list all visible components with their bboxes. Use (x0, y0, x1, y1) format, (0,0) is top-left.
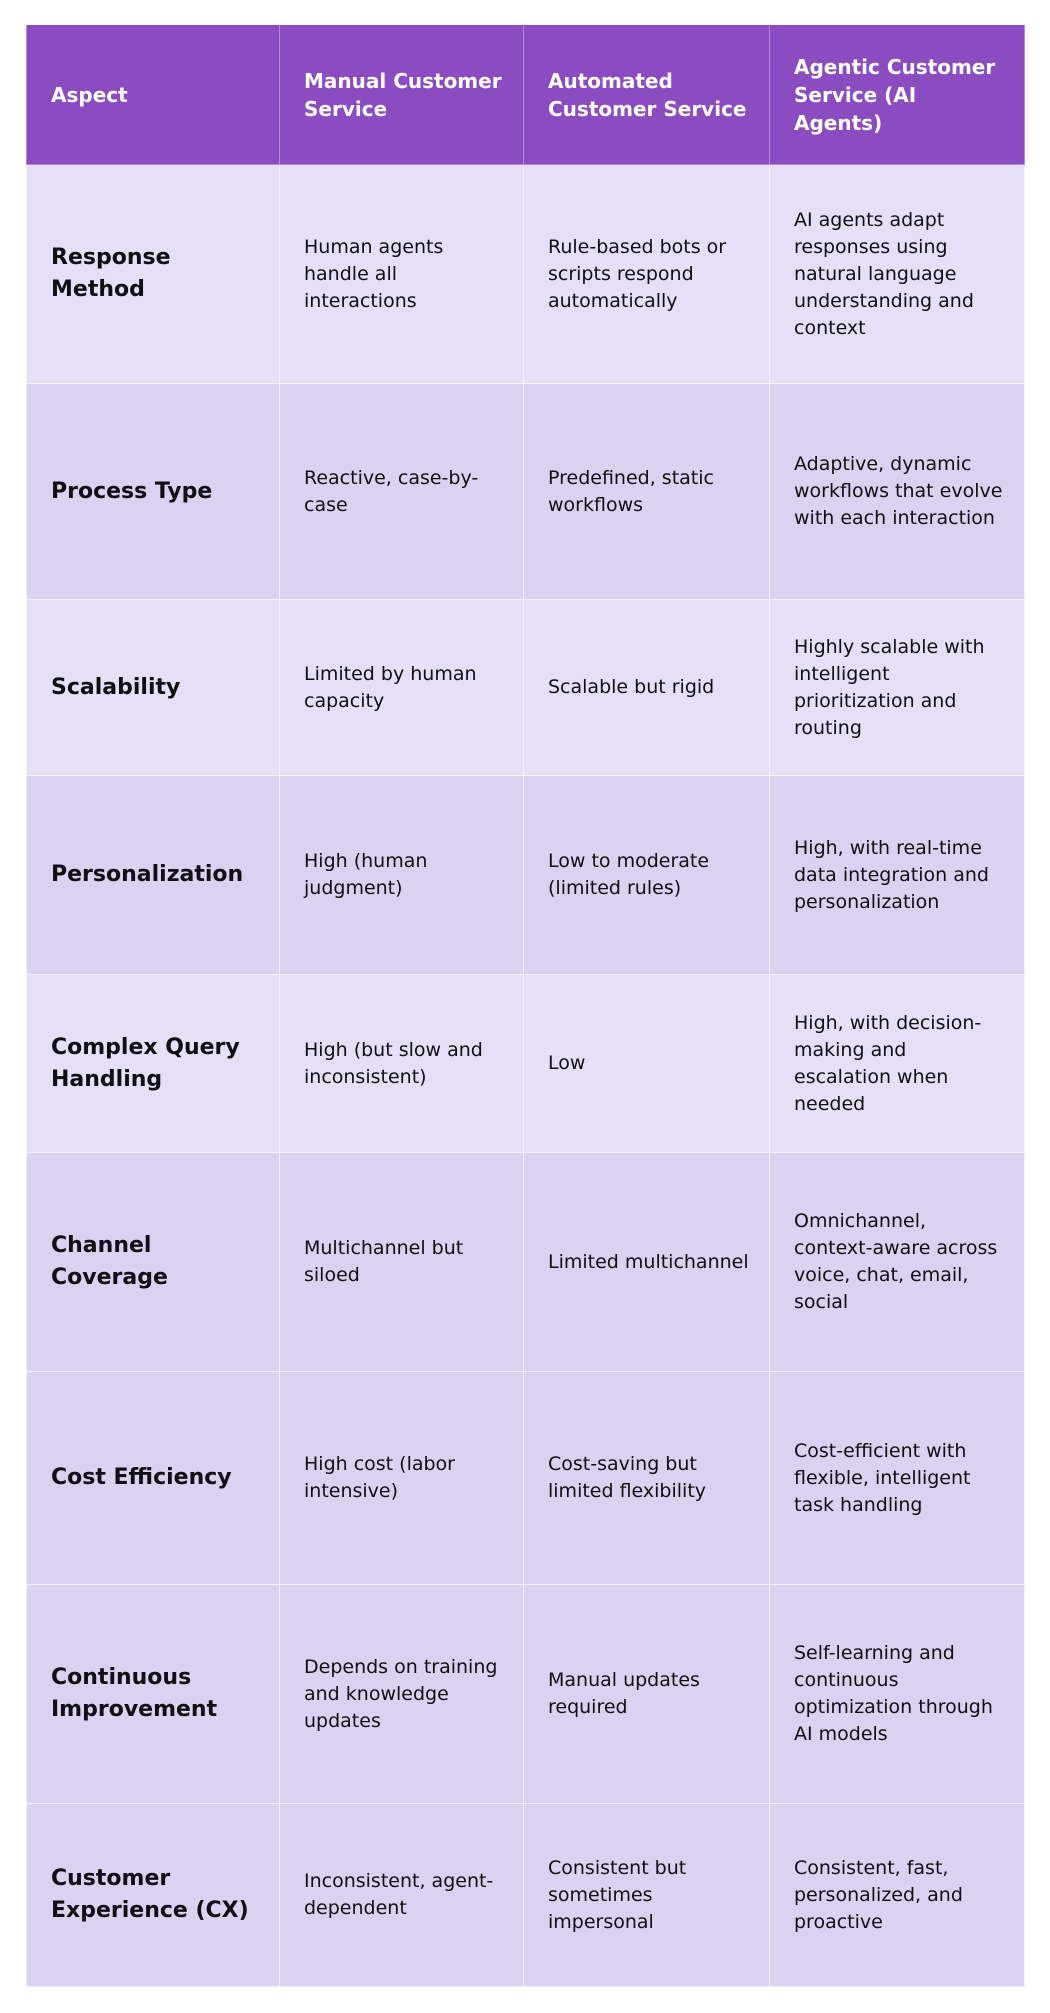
manual-cell: Depends on training and knowledge update… (279, 1584, 524, 1804)
automated-cell: Cost-saving but limited flexibility (523, 1371, 770, 1585)
manual-cell: Multichannel but siloed (279, 1152, 524, 1372)
agentic-cell: High, with real-time data integration an… (769, 775, 1025, 975)
automated-cell: Limited multichannel (523, 1152, 770, 1372)
table-row: Customer Experience (CX) Inconsistent, a… (26, 1803, 1025, 1987)
header-row: Aspect Manual Customer Service Automated… (26, 25, 1025, 165)
table-row: Scalability Limited by human capacity Sc… (26, 599, 1025, 776)
table-row: Personalization High (human judgment) Lo… (26, 775, 1025, 975)
aspect-cell: Personalization (26, 775, 280, 975)
agentic-cell: Self-learning and continuous optimizatio… (769, 1584, 1025, 1804)
agentic-cell: Omnichannel, context-aware across voice,… (769, 1152, 1025, 1372)
agentic-cell: Cost-efficient with flexible, intelligen… (769, 1371, 1025, 1585)
manual-cell: High cost (labor intensive) (279, 1371, 524, 1585)
manual-cell: High (but slow and inconsistent) (279, 974, 524, 1153)
table-row: Response Method Human agents handle all … (26, 164, 1025, 384)
aspect-cell: Channel Coverage (26, 1152, 280, 1372)
agentic-cell: High, with decision-making and escalatio… (769, 974, 1025, 1153)
automated-cell: Low to moderate (limited rules) (523, 775, 770, 975)
comparison-table-container: Aspect Manual Customer Service Automated… (26, 25, 1025, 1987)
table-row: Complex Query Handling High (but slow an… (26, 974, 1025, 1153)
agentic-cell: Highly scalable with intelligent priorit… (769, 599, 1025, 776)
header-manual: Manual Customer Service (279, 25, 524, 165)
agentic-cell: Adaptive, dynamic workflows that evolve … (769, 383, 1025, 600)
agentic-cell: AI agents adapt responses using natural … (769, 164, 1025, 384)
table-row: Continuous Improvement Depends on traini… (26, 1584, 1025, 1804)
aspect-cell: Cost Efficiency (26, 1371, 280, 1585)
aspect-cell: Scalability (26, 599, 280, 776)
aspect-cell: Customer Experience (CX) (26, 1803, 280, 1987)
agentic-cell: Consistent, fast, personalized, and proa… (769, 1803, 1025, 1987)
automated-cell: Manual updates required (523, 1584, 770, 1804)
aspect-cell: Process Type (26, 383, 280, 600)
automated-cell: Predefined, static workflows (523, 383, 770, 600)
automated-cell: Consistent but sometimes impersonal (523, 1803, 770, 1987)
table-row: Process Type Reactive, case-by-case Pred… (26, 383, 1025, 600)
table-row: Cost Efficiency High cost (labor intensi… (26, 1371, 1025, 1585)
header-aspect: Aspect (26, 25, 280, 165)
table-body: Response Method Human agents handle all … (26, 164, 1025, 1987)
automated-cell: Scalable but rigid (523, 599, 770, 776)
automated-cell: Rule-based bots or scripts respond autom… (523, 164, 770, 384)
aspect-cell: Continuous Improvement (26, 1584, 280, 1804)
manual-cell: High (human judgment) (279, 775, 524, 975)
table-header: Aspect Manual Customer Service Automated… (26, 25, 1025, 165)
manual-cell: Inconsistent, agent-dependent (279, 1803, 524, 1987)
header-automated: Automated Customer Service (523, 25, 770, 165)
aspect-cell: Complex Query Handling (26, 974, 280, 1153)
manual-cell: Limited by human capacity (279, 599, 524, 776)
table-row: Channel Coverage Multichannel but siloed… (26, 1152, 1025, 1372)
header-agentic: Agentic Customer Service (AI Agents) (769, 25, 1025, 165)
automated-cell: Low (523, 974, 770, 1153)
comparison-table: Aspect Manual Customer Service Automated… (26, 25, 1025, 1987)
manual-cell: Human agents handle all interactions (279, 164, 524, 384)
manual-cell: Reactive, case-by-case (279, 383, 524, 600)
aspect-cell: Response Method (26, 164, 280, 384)
